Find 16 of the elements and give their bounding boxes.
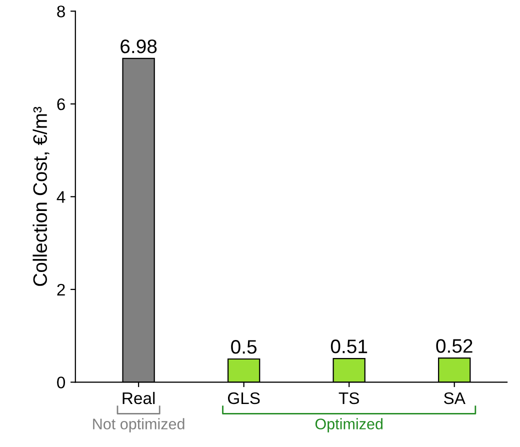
y-tick-label: 8 xyxy=(57,6,65,18)
y-tick-label: 2 xyxy=(57,284,65,296)
y-axis-title: Collection Cost, €/m³ xyxy=(32,106,50,286)
y-tick-label: 6 xyxy=(57,98,65,110)
x-tick-label: SA xyxy=(444,392,466,404)
text: Not optimized xyxy=(93,418,184,432)
text: Optimized xyxy=(315,418,382,432)
data-label: 0.51 xyxy=(330,340,368,354)
y-tick-label: 4 xyxy=(56,191,66,203)
data-label: 6.98 xyxy=(120,39,157,54)
data-label: 0.5 xyxy=(231,340,257,354)
x-tick-label: TS xyxy=(338,392,359,404)
x-tick-label: Real xyxy=(122,392,155,404)
x-tick-label: GLS xyxy=(228,392,260,404)
y-tick-label: 0 xyxy=(57,376,66,388)
data-label: 0.52 xyxy=(436,339,472,353)
